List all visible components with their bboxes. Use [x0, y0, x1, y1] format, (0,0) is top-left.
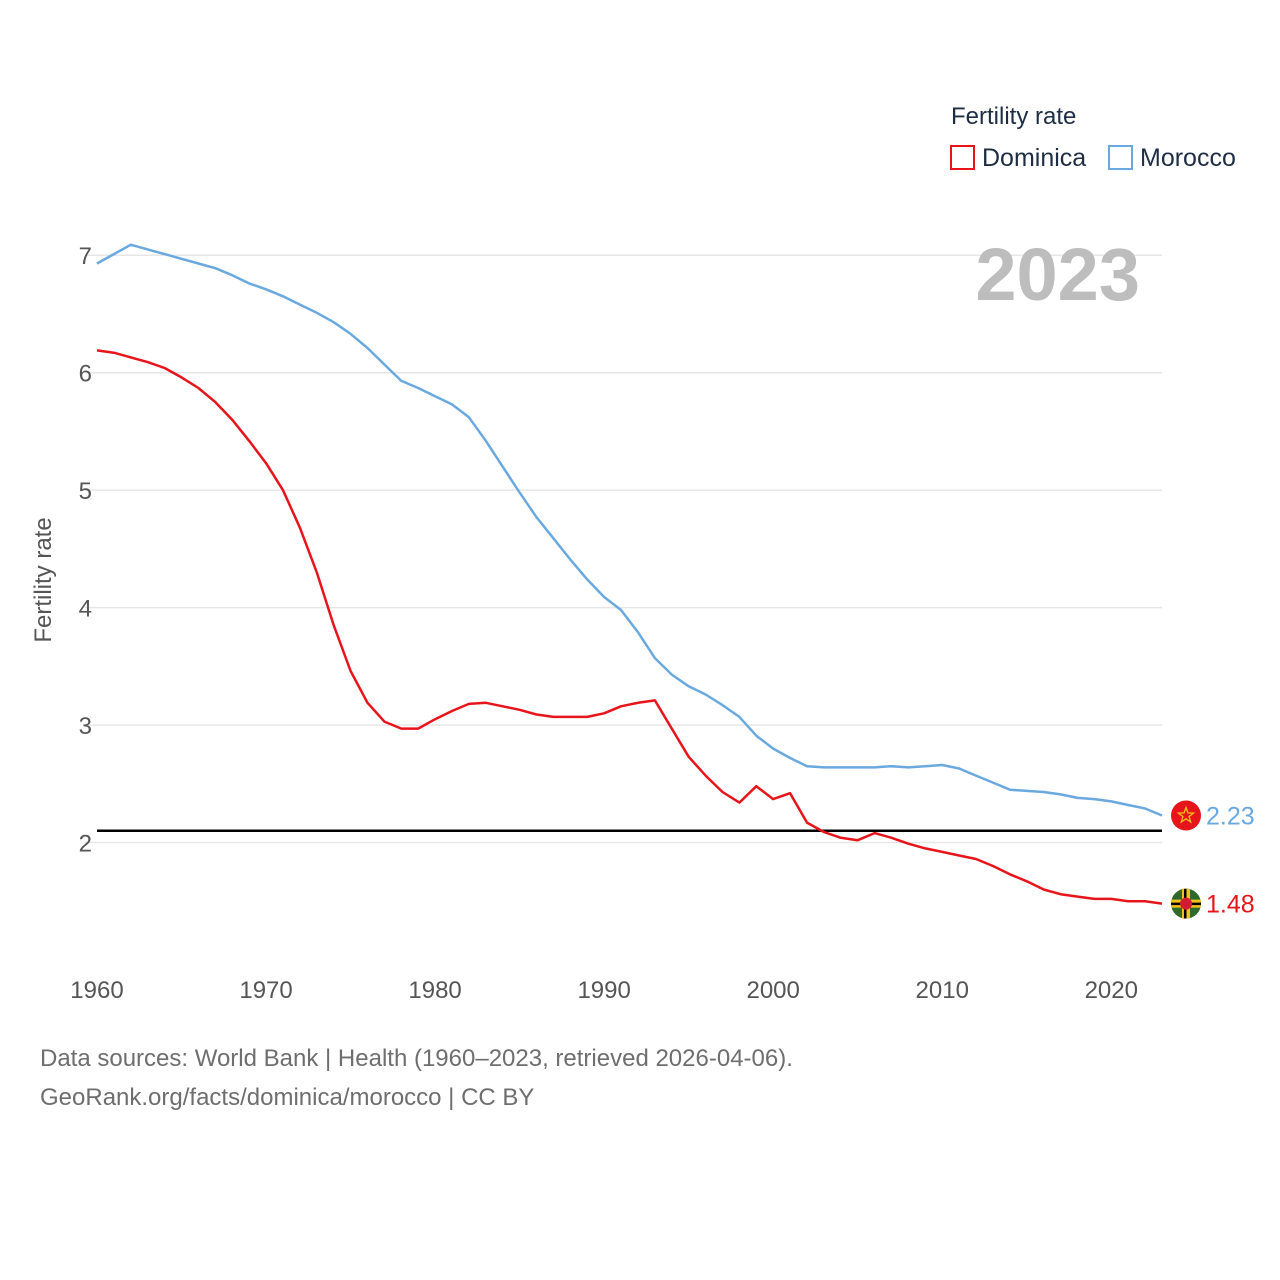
y-tick-label-7: 7 — [79, 243, 92, 270]
dominica-flag-icon — [1171, 888, 1201, 919]
grid — [85, 254, 1162, 844]
y-tick-label-3: 3 — [79, 713, 92, 740]
legend-label-dominica: Dominica — [982, 144, 1086, 172]
year-display: 2023 — [975, 233, 1140, 316]
x-axis: 1960 1970 1980 1990 2000 2010 2020 — [70, 977, 1138, 1004]
x-tick-label-2010: 2010 — [916, 977, 969, 1004]
series-line-morocco — [96, 243, 1163, 817]
y-tick-label-6: 6 — [79, 361, 92, 388]
series-group — [96, 243, 1163, 905]
y-tick-label-5: 5 — [79, 478, 92, 505]
end-value-label-morocco: 2.23 — [1206, 803, 1255, 831]
series-line-dominica — [96, 349, 1163, 905]
x-tick-label-1970: 1970 — [239, 977, 292, 1004]
y-axis: 2 3 4 5 6 7 — [79, 243, 92, 857]
end-value-label-dominica: 1.48 — [1206, 891, 1255, 919]
x-tick-label-1980: 1980 — [408, 977, 461, 1004]
legend: Fertility rate Dominica Morocco — [950, 103, 1236, 172]
x-tick-label-1960: 1960 — [70, 977, 123, 1004]
y-tick-label-4: 4 — [79, 596, 92, 623]
data-sources: Data sources: World Bank | Health (1960–… — [40, 1045, 793, 1072]
legend-title: Fertility rate — [951, 103, 1076, 130]
legend-swatch-morocco — [1108, 145, 1133, 170]
x-tick-label-2000: 2000 — [746, 977, 799, 1004]
x-tick-label-2020: 2020 — [1085, 977, 1138, 1004]
source-credit: GeoRank.org/facts/dominica/morocco | CC … — [40, 1084, 535, 1111]
legend-label-morocco: Morocco — [1140, 144, 1236, 172]
end-markers: 1.48 2.23 — [1171, 800, 1255, 919]
legend-swatch-dominica — [950, 145, 975, 170]
y-tick-label-2: 2 — [79, 831, 92, 858]
morocco-flag-icon — [1171, 800, 1201, 831]
x-tick-label-1990: 1990 — [577, 977, 630, 1004]
y-axis-title: Fertility rate — [30, 517, 57, 642]
